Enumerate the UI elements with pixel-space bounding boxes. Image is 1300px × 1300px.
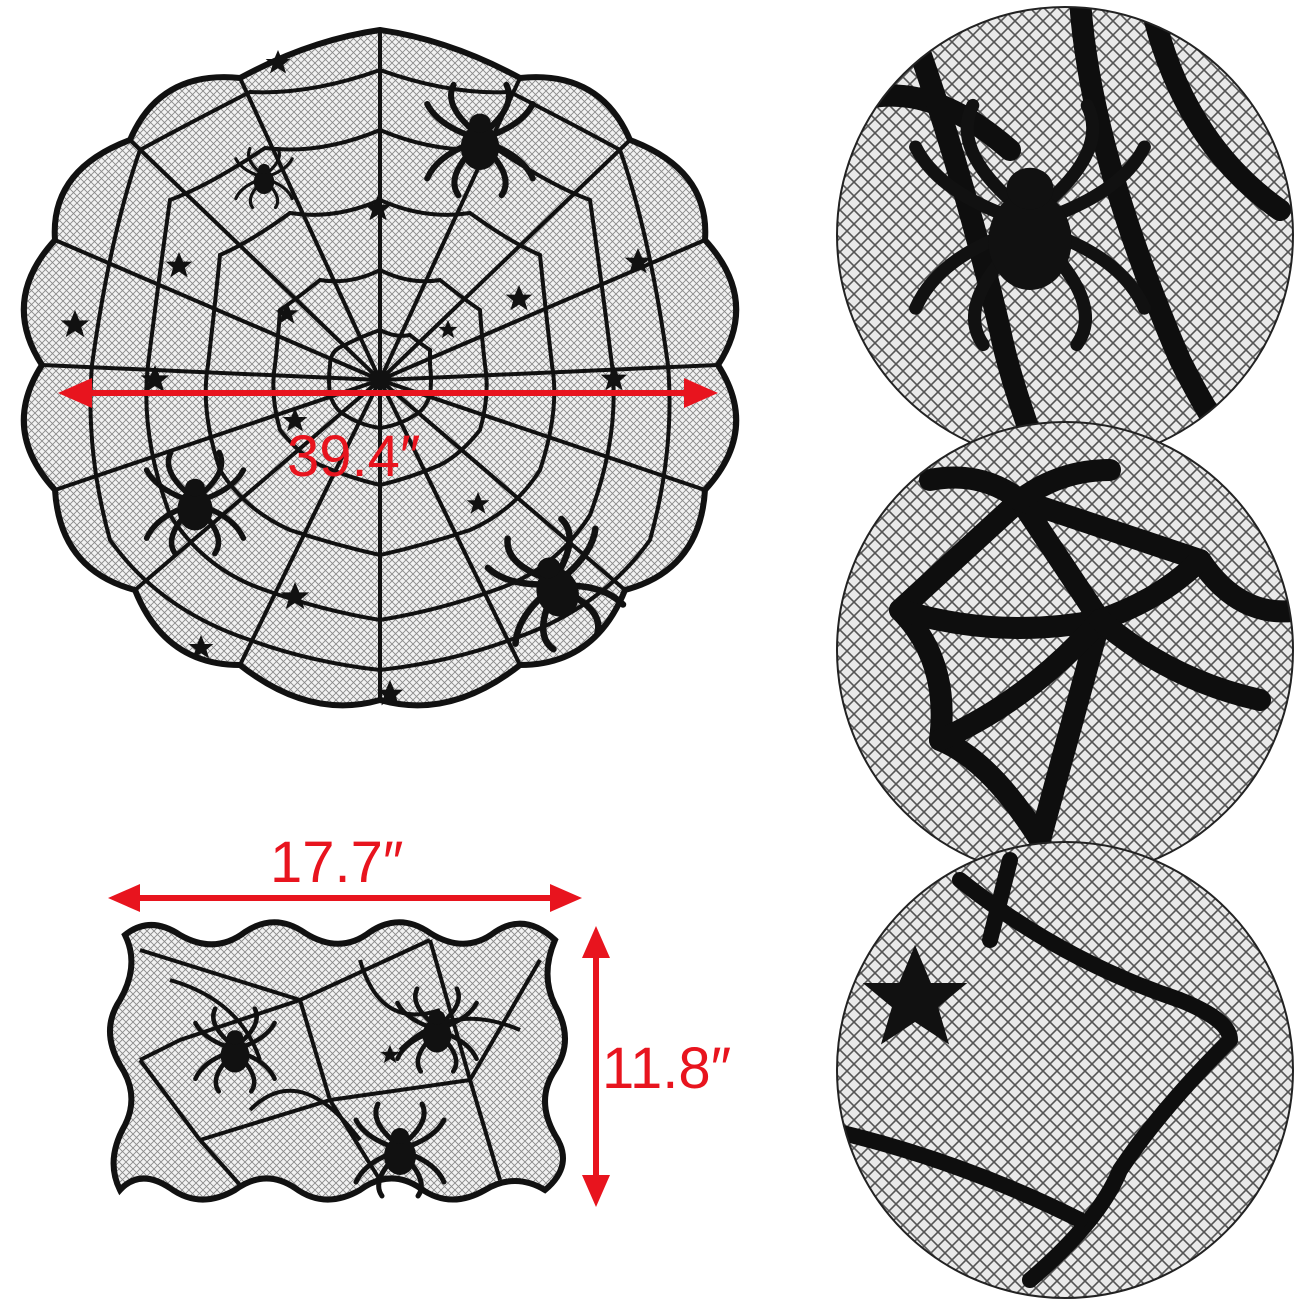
spider-web-icon bbox=[138, 938, 542, 1187]
table-runner bbox=[107, 884, 610, 1207]
runner-height-label: 11.8″ bbox=[602, 1036, 732, 1101]
detail-circle-web bbox=[836, 421, 1294, 879]
runner-edge bbox=[107, 919, 568, 1203]
spider-web-icon bbox=[41, 30, 719, 700]
detail-circle-star bbox=[836, 841, 1294, 1299]
runner-width-label: 17.7″ bbox=[270, 830, 404, 895]
detail-circle-spider bbox=[836, 6, 1294, 464]
round-diameter-label: 39.4″ bbox=[287, 424, 421, 489]
round-tablecloth bbox=[20, 26, 740, 709]
